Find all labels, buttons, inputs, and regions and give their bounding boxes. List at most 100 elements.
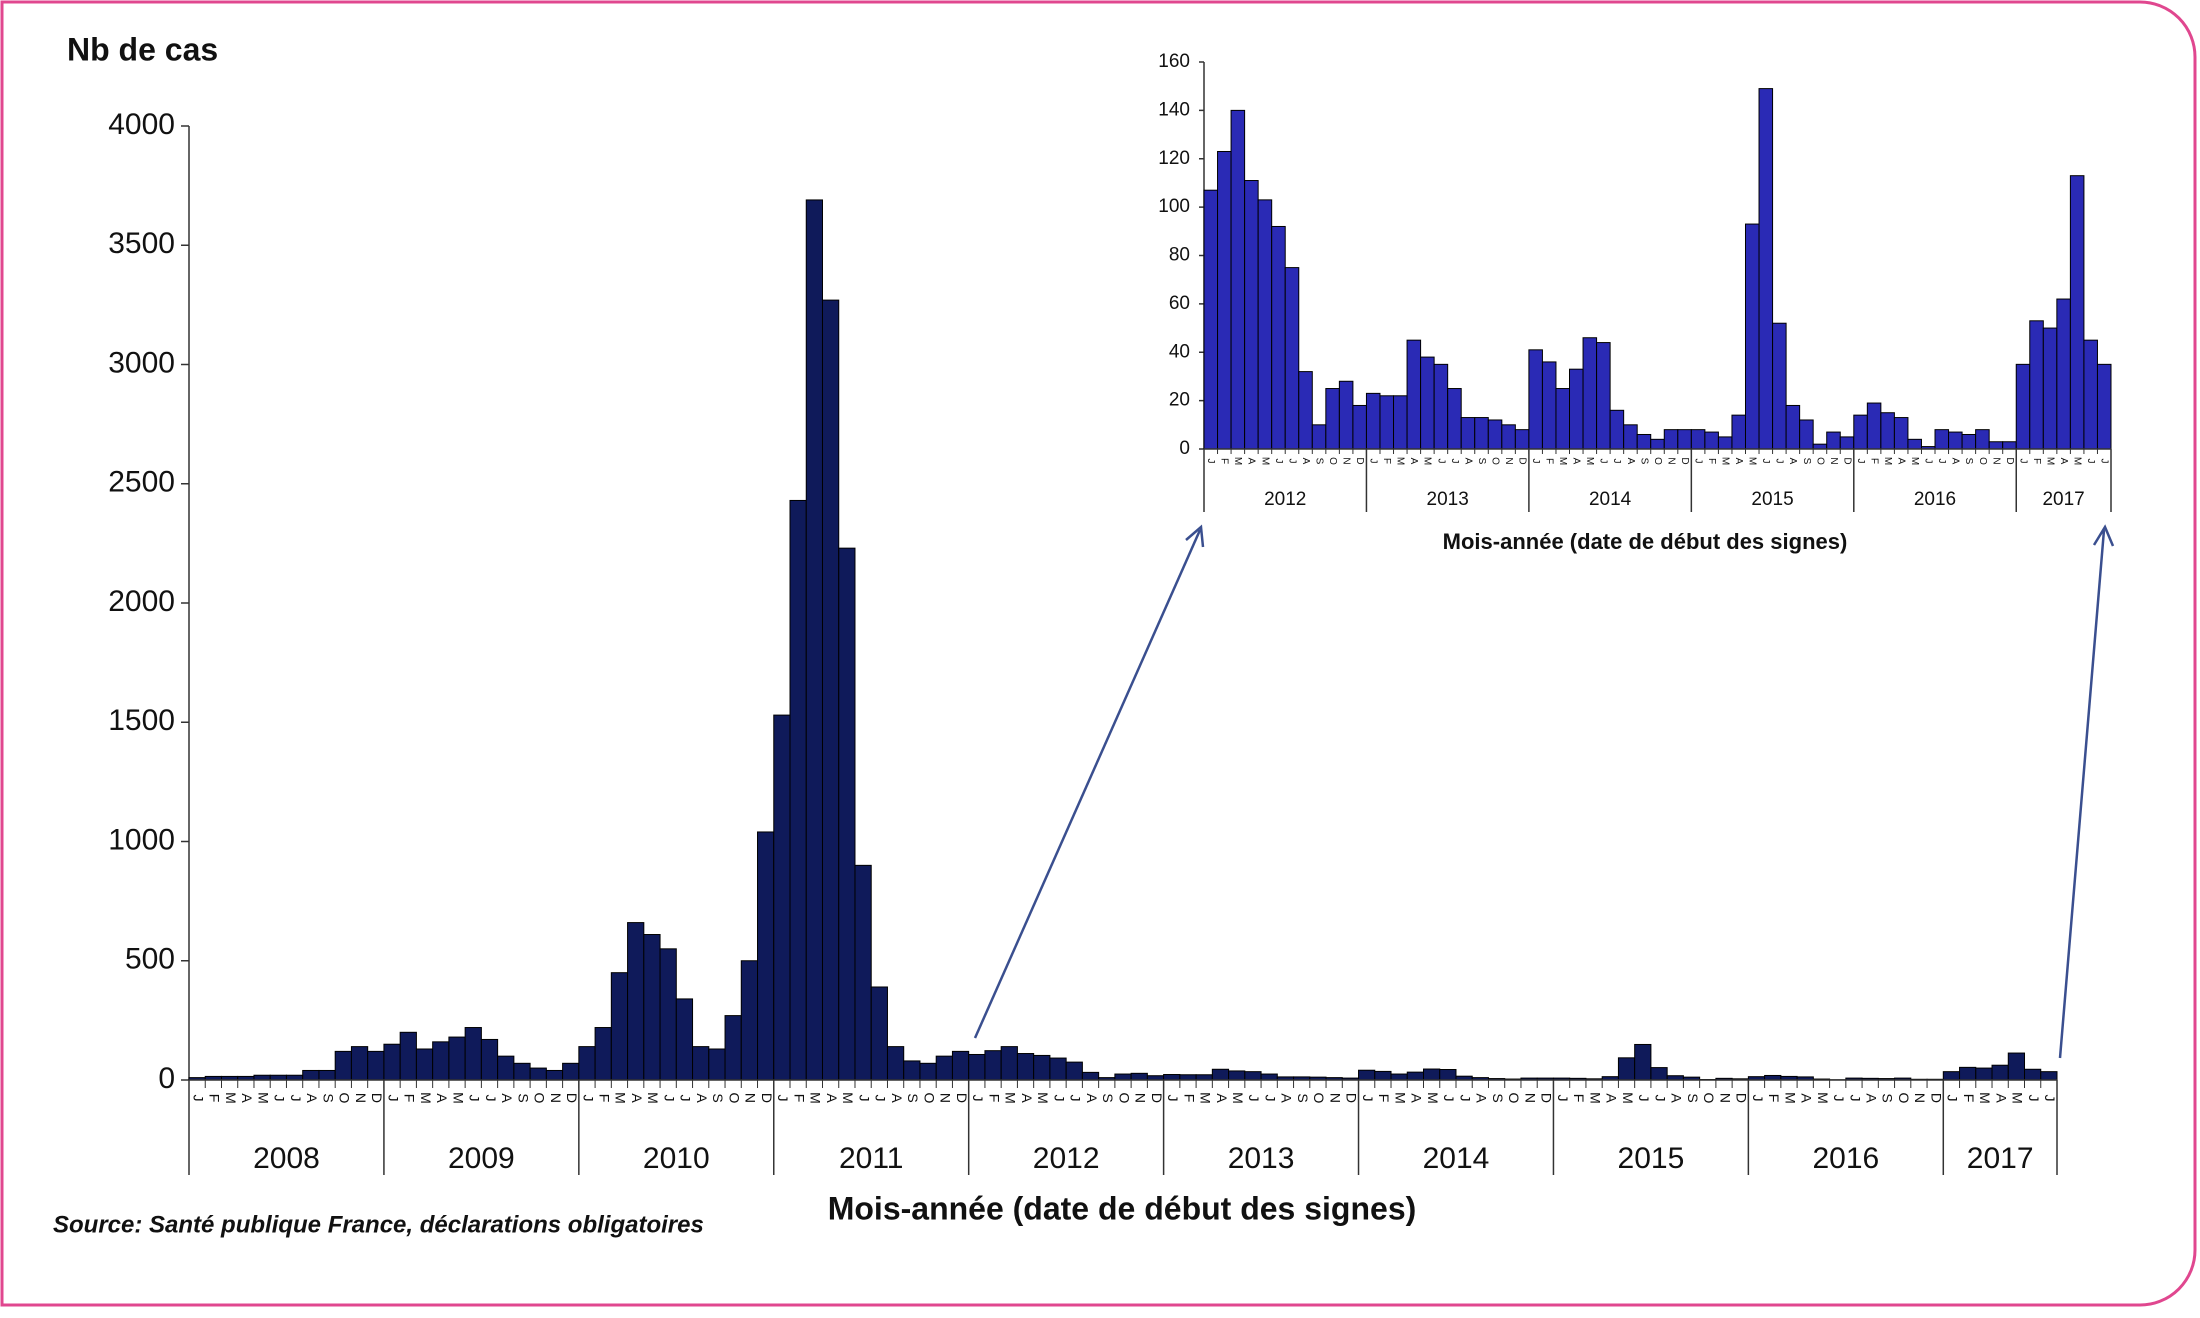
bar xyxy=(1424,1069,1440,1080)
x-tick-label: S xyxy=(905,1093,921,1102)
source-note: Source: Santé publique France, déclarati… xyxy=(53,1211,704,1238)
bar xyxy=(530,1068,546,1080)
x-tick-label: M xyxy=(1620,1092,1636,1104)
bar xyxy=(1773,323,1787,449)
x-tick-label: A xyxy=(1950,458,1961,465)
x-tick-label: A xyxy=(1214,1093,1230,1103)
x-tick-label: F xyxy=(1766,1094,1782,1103)
x-tick-label: F xyxy=(1706,458,1717,464)
bar xyxy=(1164,1075,1180,1080)
x-tick-label: N xyxy=(743,1093,759,1103)
bar xyxy=(1375,1071,1391,1080)
bar xyxy=(741,961,757,1080)
x-tick-label: M xyxy=(1815,1092,1831,1104)
x-tick-label: S xyxy=(1295,1093,1311,1102)
x-tick-label: S xyxy=(1801,458,1812,465)
y-tick-label: 160 xyxy=(1158,51,1190,72)
x-tick-label: S xyxy=(1476,458,1487,465)
x-tick-label: A xyxy=(1300,458,1311,465)
bar xyxy=(628,923,644,1080)
bar xyxy=(1651,1068,1667,1080)
x-tick-label: J xyxy=(1262,1095,1278,1102)
bar xyxy=(1827,432,1841,449)
bar xyxy=(952,1051,968,1080)
x-tick-label: M xyxy=(1003,1092,1019,1104)
y-tick-label: 1000 xyxy=(108,823,175,856)
x-tick-label: J xyxy=(1555,1095,1571,1102)
bar xyxy=(887,1047,903,1080)
year-label: 2013 xyxy=(1228,1142,1295,1175)
bar xyxy=(2084,340,2098,449)
bar xyxy=(1664,430,1678,449)
x-tick-label: A xyxy=(1604,1093,1620,1103)
inset-x-axis-label: Mois-année (date de début des signes) xyxy=(1443,529,1848,554)
x-tick-label: A xyxy=(1733,458,1744,465)
x-tick-label: D xyxy=(1516,457,1527,464)
bar xyxy=(1001,1047,1017,1080)
x-tick-label: D xyxy=(1734,1093,1750,1103)
year-label: 2014 xyxy=(1589,489,1632,510)
bar xyxy=(449,1037,465,1080)
bar xyxy=(1394,396,1408,449)
x-tick-label: D xyxy=(1679,457,1690,464)
bar xyxy=(1421,357,1435,449)
bar xyxy=(1949,432,1963,449)
year-label: 2015 xyxy=(1751,489,1793,510)
bar xyxy=(1881,413,1895,449)
bar xyxy=(1786,405,1800,449)
bar xyxy=(693,1047,709,1080)
bar xyxy=(351,1047,367,1080)
bar xyxy=(2030,321,2044,449)
x-tick-label: M xyxy=(1747,457,1758,465)
year-label: 2017 xyxy=(1967,1142,2034,1175)
bar xyxy=(1475,418,1489,449)
x-tick-label: F xyxy=(2031,458,2042,464)
bar xyxy=(1894,418,1908,449)
x-tick-label: S xyxy=(1685,1093,1701,1102)
y-tick-label: 100 xyxy=(1158,196,1190,217)
x-tick-label: J xyxy=(483,1095,499,1102)
x-tick-label: J xyxy=(1530,459,1541,464)
x-tick-label: M xyxy=(2072,457,2083,465)
x-tick-label: M xyxy=(1584,457,1595,465)
x-tick-label: J xyxy=(1286,459,1297,464)
bar xyxy=(904,1061,920,1080)
bar xyxy=(1258,200,1272,449)
year-label: 2013 xyxy=(1427,489,1469,510)
x-tick-label: J xyxy=(1831,1095,1847,1102)
x-tick-label: J xyxy=(1855,459,1866,464)
bar xyxy=(1637,434,1651,449)
x-tick-label: S xyxy=(320,1093,336,1102)
x-tick-label: A xyxy=(434,1093,450,1103)
bar xyxy=(1960,1067,1976,1080)
x-tick-label: O xyxy=(1506,1093,1522,1104)
bar xyxy=(481,1039,497,1080)
x-tick-label: S xyxy=(1100,1093,1116,1102)
bar xyxy=(1529,350,1543,449)
x-tick-label: O xyxy=(1896,1093,1912,1104)
y-axis-label: Nb de cas xyxy=(67,31,218,67)
x-tick-label: M xyxy=(1782,1092,1798,1104)
bar xyxy=(1989,442,2003,449)
y-tick-label: 60 xyxy=(1169,293,1190,314)
bar xyxy=(1066,1062,1082,1080)
x-tick-label: M xyxy=(418,1092,434,1104)
x-tick-label: A xyxy=(1787,458,1798,465)
x-tick-label: A xyxy=(1863,1093,1879,1103)
x-tick-label: M xyxy=(1587,1092,1603,1104)
bar xyxy=(579,1047,595,1080)
x-tick-label: S xyxy=(1638,458,1649,465)
x-tick-label: J xyxy=(1774,459,1785,464)
x-tick-label: J xyxy=(1246,1095,1262,1102)
x-tick-label: A xyxy=(2058,458,2069,465)
x-tick-label: F xyxy=(986,1094,1002,1103)
bar xyxy=(1840,437,1854,449)
x-tick-label: M xyxy=(1035,1092,1051,1104)
x-tick-label: J xyxy=(2026,1095,2042,1102)
bar xyxy=(1488,420,1502,449)
bar xyxy=(2057,299,2071,449)
bar xyxy=(1461,418,1475,449)
bar xyxy=(1131,1073,1147,1080)
x-tick-label: A xyxy=(1019,1093,1035,1103)
x-tick-label: J xyxy=(1636,1095,1652,1102)
